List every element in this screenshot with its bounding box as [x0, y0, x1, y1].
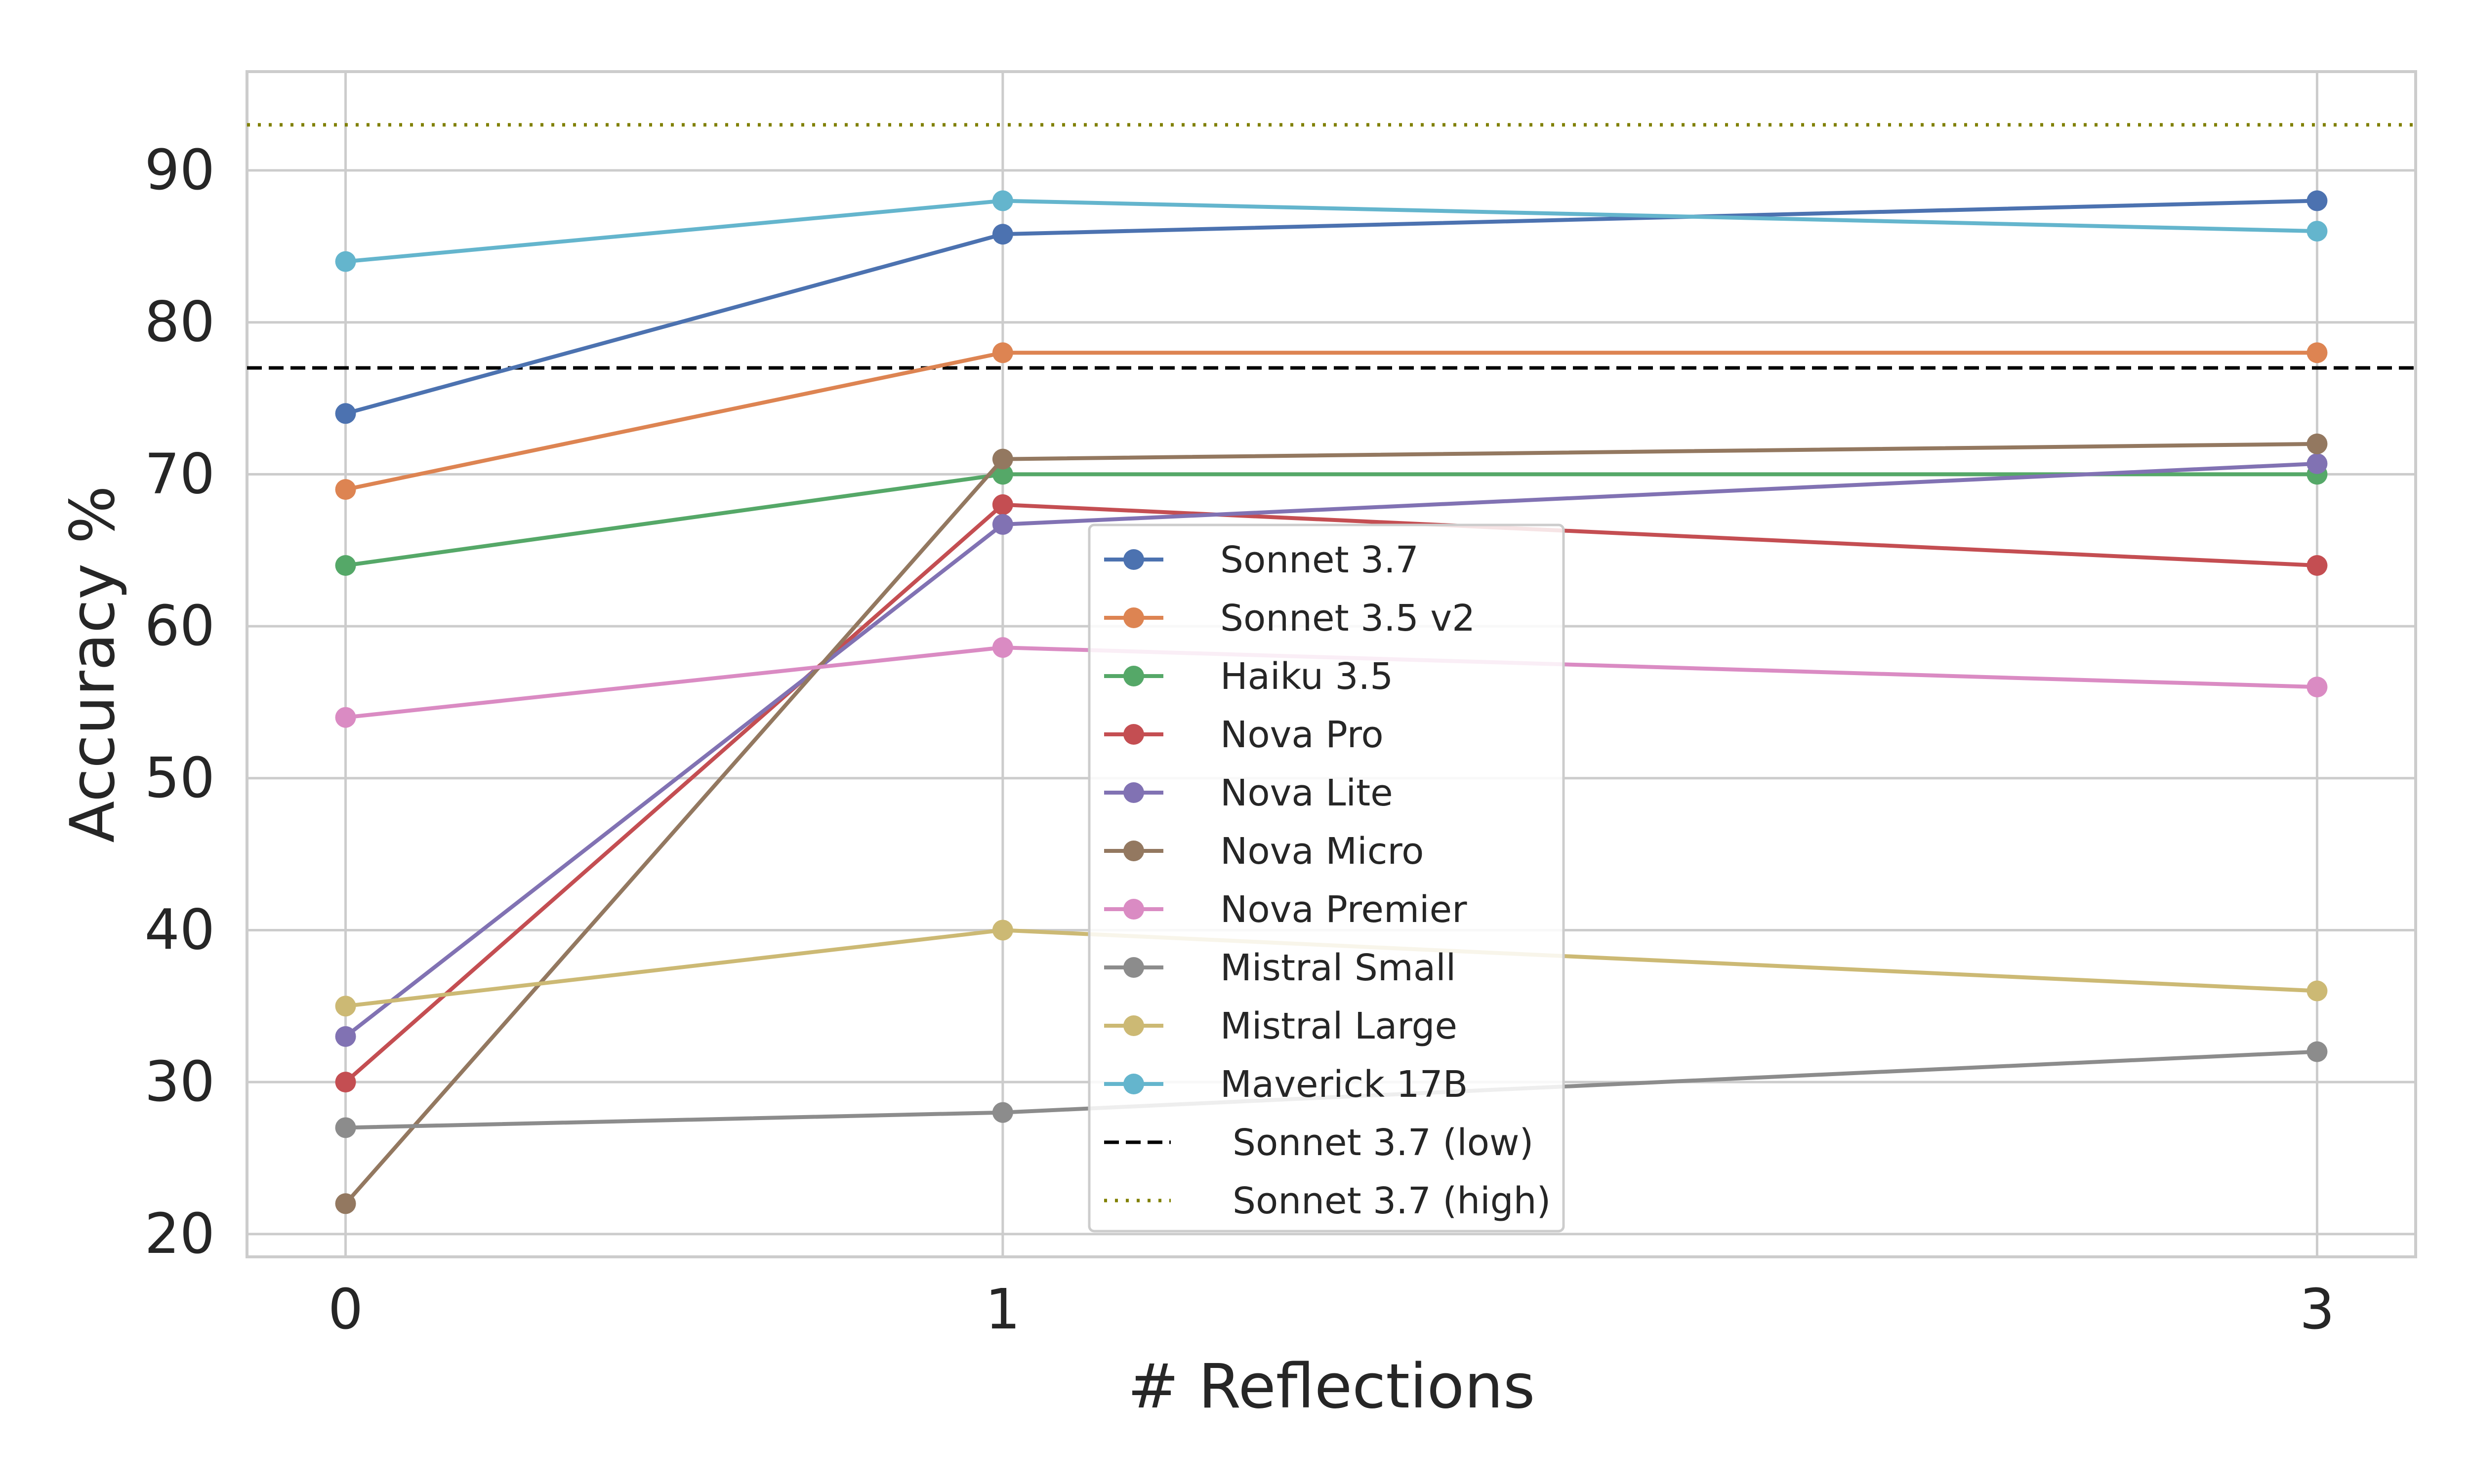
data-point: [992, 637, 1013, 658]
data-point: [335, 996, 356, 1017]
legend-marker: [1123, 899, 1144, 920]
legend-marker: [1123, 724, 1144, 745]
data-point: [2306, 555, 2328, 576]
data-point: [992, 464, 1013, 485]
data-point: [992, 920, 1013, 941]
data-point: [335, 1117, 356, 1138]
data-point: [992, 1102, 1013, 1123]
legend-label: Sonnet 3.7: [1220, 539, 1419, 581]
legend-marker: [1123, 1015, 1144, 1036]
data-point: [2306, 190, 2328, 211]
data-point: [335, 1193, 356, 1214]
legend-label: Mistral Small: [1220, 947, 1456, 989]
data-point: [992, 190, 1013, 211]
y-axis-title: Accuracy %: [57, 485, 128, 842]
data-point: [335, 555, 356, 576]
legend-label: Haiku 3.5: [1220, 655, 1393, 698]
data-point: [335, 403, 356, 424]
legend-label: Sonnet 3.7 (low): [1233, 1122, 1533, 1164]
data-point: [2306, 980, 2328, 1002]
legend-marker: [1123, 549, 1144, 570]
data-point: [992, 342, 1013, 363]
legend-label: Mistral Large: [1220, 1005, 1457, 1047]
y-tick-label: 60: [144, 594, 215, 658]
x-axis-title: # Reflections: [1128, 1351, 1535, 1422]
legend-marker: [1123, 666, 1144, 686]
data-point: [992, 494, 1013, 515]
legend-label: Maverick 17B: [1220, 1063, 1468, 1106]
legend-marker: [1123, 841, 1144, 861]
y-tick-label: 90: [144, 138, 215, 202]
legend-marker: [1123, 957, 1144, 978]
data-point: [992, 224, 1013, 245]
plot-frame: [246, 70, 2417, 1258]
legend-label: Nova Premier: [1220, 888, 1467, 931]
data-point: [2306, 433, 2328, 454]
data-point: [335, 479, 356, 500]
legend-marker: [1123, 607, 1144, 628]
data-point: [335, 707, 356, 728]
x-tick-label: 0: [328, 1278, 363, 1342]
y-tick-label: 30: [144, 1050, 215, 1114]
series-lines: [335, 190, 2328, 1214]
y-tick-label: 50: [144, 746, 215, 810]
y-tick-label: 80: [144, 290, 215, 355]
reference-lines: [247, 123, 2416, 370]
data-point: [335, 1026, 356, 1047]
x-tick-label: 3: [2300, 1278, 2335, 1342]
data-point: [2306, 453, 2328, 474]
y-tick-label: 20: [144, 1202, 215, 1266]
data-point: [2306, 342, 2328, 363]
y-tick-label: 70: [144, 442, 215, 506]
data-point: [2306, 677, 2328, 698]
legend-marker: [1123, 782, 1144, 803]
legend-box: [1088, 523, 1565, 1233]
legend-label: Sonnet 3.5 v2: [1220, 597, 1475, 640]
data-point: [992, 448, 1013, 470]
legend: Sonnet 3.7 Sonnet 3.5 v2 Haiku 3.5 Nova Pro…: [1088, 523, 1565, 1233]
data-point: [335, 1072, 356, 1093]
data-point: [2306, 221, 2328, 242]
data-point: [2306, 1041, 2328, 1062]
legend-label: Nova Micro: [1220, 830, 1424, 873]
legend-marker: [1123, 1074, 1144, 1094]
legend-label: Sonnet 3.7 (high): [1233, 1180, 1551, 1222]
legend-label: Nova Lite: [1220, 772, 1393, 814]
legend-label: Nova Pro: [1220, 714, 1384, 756]
x-tick-label: 1: [985, 1278, 1020, 1342]
tick-labels: 20 30 40 50 60 70 80 90 0 1 3: [144, 138, 2335, 1342]
data-point: [335, 251, 356, 272]
data-point: [992, 514, 1013, 535]
y-tick-label: 40: [144, 898, 215, 962]
